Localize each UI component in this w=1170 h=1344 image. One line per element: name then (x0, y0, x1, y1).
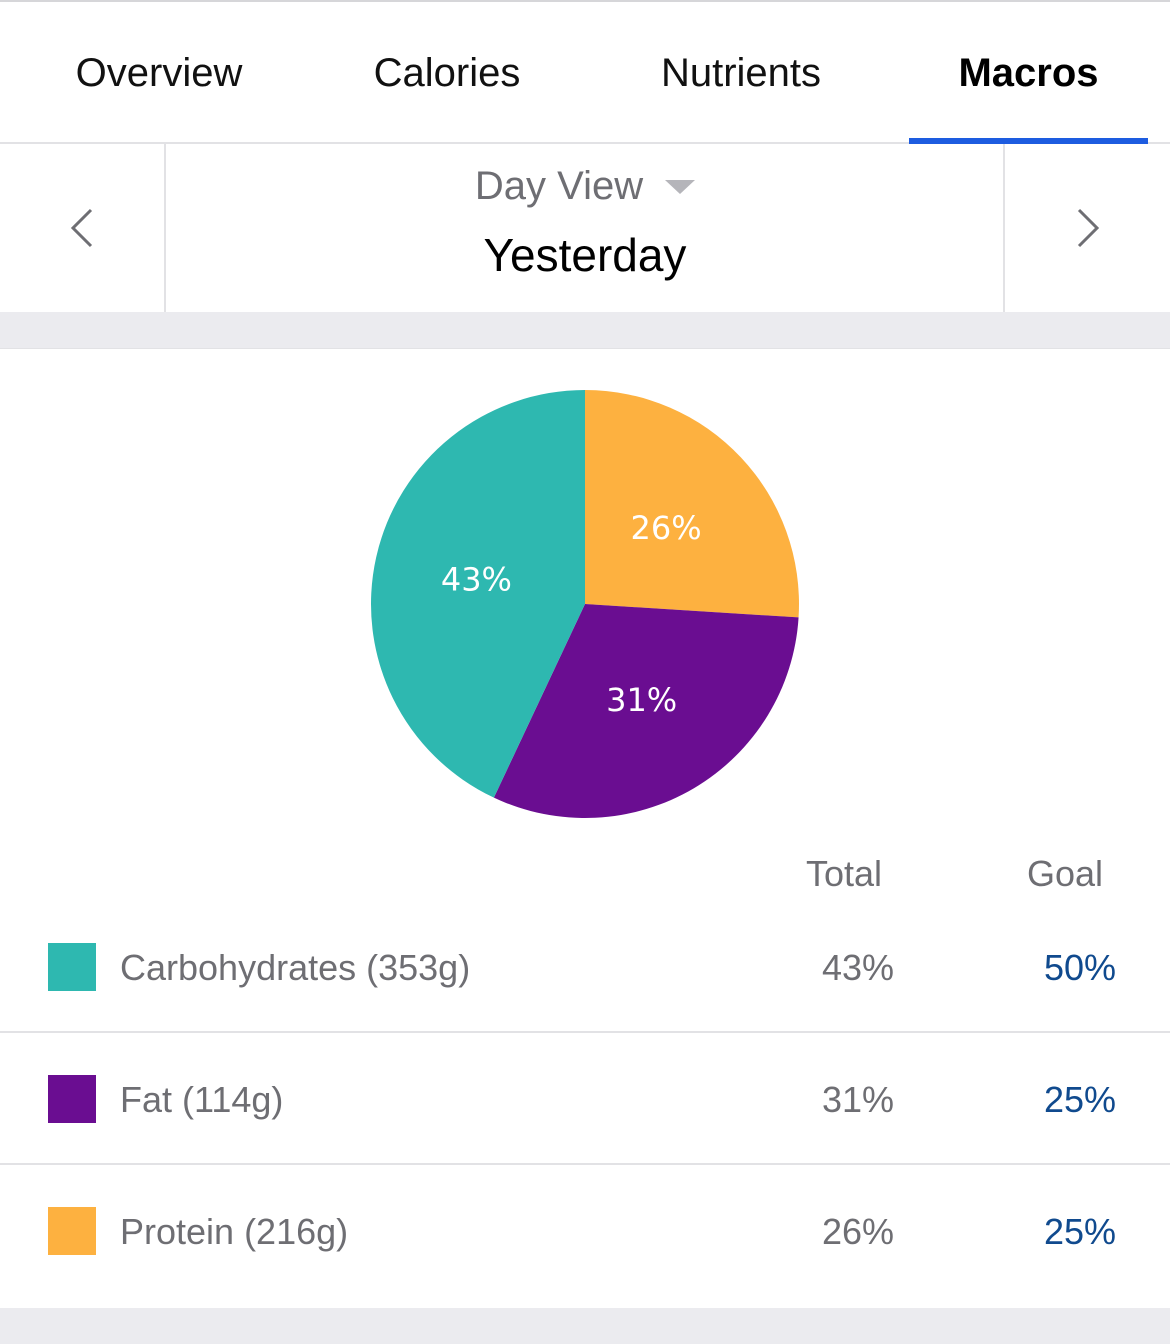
macro-total: 43% (822, 947, 895, 988)
day-navigation: Day View Yesterday (0, 144, 1170, 312)
chevron-right-icon (1077, 208, 1099, 248)
macro-goal: 50% (1044, 947, 1117, 988)
macros-pie-chart: 26% 31% 43% (370, 389, 800, 819)
chevron-left-icon (70, 208, 93, 248)
next-day-button[interactable] (1003, 144, 1170, 312)
tab-overview[interactable]: Overview (75, 50, 243, 95)
macro-label: Protein (216g) (120, 1211, 349, 1252)
goal-column-header: Goal (1027, 853, 1104, 894)
previous-day-button[interactable] (0, 144, 166, 312)
fat-swatch (48, 1075, 96, 1123)
macro-goal: 25% (1044, 1079, 1117, 1120)
tab-macros[interactable]: Macros (958, 50, 1099, 95)
tab-calories[interactable]: Calories (373, 50, 521, 95)
selected-day: Yesterday (483, 229, 687, 281)
active-tab-indicator (909, 138, 1148, 144)
macro-row-carbohydrates: Carbohydrates (353g) 43% 50% (0, 909, 1170, 1041)
total-column-header: Total (806, 853, 883, 894)
tab-nutrients[interactable]: Nutrients (660, 50, 822, 95)
pie-label-protein: 26% (631, 509, 702, 547)
macro-row-fat: Fat (114g) 31% 25% (0, 1031, 1170, 1163)
macro-goal: 25% (1044, 1211, 1117, 1252)
macros-card: 26% 31% 43% Total Goal Carbohydrates (353g… (0, 348, 1170, 1308)
pie-slice-fat (493, 604, 799, 818)
day-view-selector[interactable]: Day View Yesterday (168, 144, 1002, 312)
pie-label-carbohydrates: 43% (441, 561, 512, 599)
pie-slice-protein (585, 390, 799, 618)
tab-bar: Overview Calories Nutrients Macros (0, 0, 1170, 144)
macro-total: 26% (822, 1211, 895, 1252)
caret-down-icon (665, 180, 696, 194)
macro-row-protein: Protein (216g) 26% 25% (0, 1163, 1170, 1295)
macro-total: 31% (822, 1079, 895, 1120)
carbohydrates-swatch (48, 943, 96, 991)
pie-label-fat: 31% (606, 681, 677, 719)
day-view-label: Day View (474, 163, 644, 208)
protein-swatch (48, 1207, 96, 1255)
bottom-spacer (0, 1308, 1170, 1344)
macro-label: Carbohydrates (353g) (120, 947, 471, 988)
pie-slice-carbohydrates (370, 390, 585, 798)
macro-label: Fat (114g) (120, 1079, 284, 1120)
